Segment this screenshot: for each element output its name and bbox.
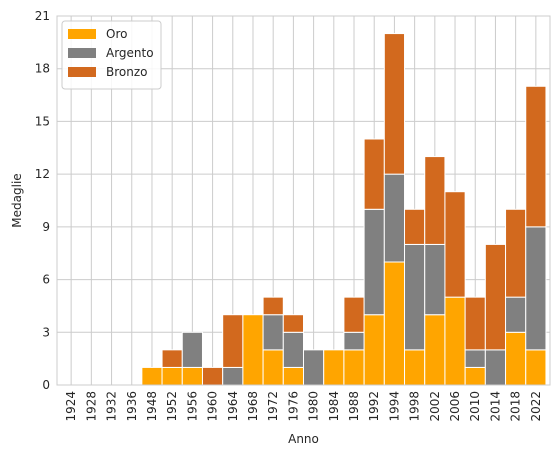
bar-oro-1992 xyxy=(363,314,385,386)
bar-argento-1992 xyxy=(363,208,385,316)
x-tick-label: 2014 xyxy=(488,391,502,422)
x-axis-ticks: 1924 1928 1932 1936 1948 1952 1956 1960 1964 1968… xyxy=(64,391,543,422)
bar-bronzo-2002 xyxy=(424,156,446,245)
y-tick-label: 0 xyxy=(42,378,50,392)
bar-oro-1952 xyxy=(161,366,183,386)
bar-oro-2010 xyxy=(464,366,486,386)
bar-argento-1988 xyxy=(343,331,365,351)
bar-oro-1984 xyxy=(323,349,345,386)
bar-argento-2022 xyxy=(525,226,547,351)
legend: Oro Argento Bronzo xyxy=(61,20,162,90)
bar-bronzo-1964 xyxy=(222,314,244,368)
legend-label-argento: Argento xyxy=(106,46,154,60)
x-tick-label: 1976 xyxy=(286,391,300,422)
x-tick-label: 1952 xyxy=(165,391,179,422)
x-axis-label: Anno xyxy=(288,432,319,446)
y-tick-label: 9 xyxy=(42,220,50,234)
y-tick-label: 21 xyxy=(35,9,50,23)
legend-swatch-oro xyxy=(68,29,96,39)
y-tick-label: 18 xyxy=(35,62,50,76)
bar-oro-1972 xyxy=(262,349,284,386)
bar-bronzo-2006 xyxy=(444,191,466,298)
legend-swatch-argento xyxy=(68,48,96,58)
bar-bronzo-2022 xyxy=(525,85,547,228)
y-axis-label: Medaglie xyxy=(10,173,24,227)
x-tick-label: 1932 xyxy=(105,391,119,422)
bar-bronzo-1994 xyxy=(383,33,406,175)
bar-bronzo-1960 xyxy=(201,366,224,386)
bar-bronzo-2018 xyxy=(505,208,527,298)
x-tick-label: 1992 xyxy=(367,391,381,422)
bar-argento-1972 xyxy=(262,314,284,351)
x-tick-label: 2010 xyxy=(468,391,482,422)
x-tick-label: 2022 xyxy=(529,391,543,422)
bar-oro-2022 xyxy=(525,349,547,386)
y-tick-label: 15 xyxy=(35,114,50,128)
legend-label-bronzo: Bronzo xyxy=(106,65,148,79)
x-tick-label: 1936 xyxy=(125,391,139,422)
bar-bronzo-1988 xyxy=(343,296,365,333)
x-tick-label: 2006 xyxy=(448,391,462,422)
bars xyxy=(141,33,547,386)
x-tick-label: 2018 xyxy=(509,391,523,422)
bar-argento-1976 xyxy=(282,331,304,368)
x-tick-label: 1928 xyxy=(84,391,98,422)
bar-oro-1968 xyxy=(242,314,264,386)
y-axis-ticks: 0 3 6 9 12 15 18 21 xyxy=(35,9,50,392)
bar-bronzo-1972 xyxy=(262,296,284,316)
bar-argento-1980 xyxy=(303,349,325,386)
bar-bronzo-1952 xyxy=(161,349,183,368)
bar-oro-1948 xyxy=(141,366,163,386)
y-tick-label: 3 xyxy=(42,325,50,339)
legend-swatch-bronzo xyxy=(68,67,96,77)
bar-argento-2002 xyxy=(424,243,446,316)
bar-bronzo-1976 xyxy=(282,314,304,333)
bar-argento-1998 xyxy=(404,243,426,351)
bar-argento-2010 xyxy=(464,349,486,368)
x-tick-label: 1924 xyxy=(64,391,78,422)
bar-oro-2002 xyxy=(424,314,446,386)
x-tick-label: 1968 xyxy=(246,391,260,422)
bar-bronzo-2014 xyxy=(484,243,507,351)
bar-argento-2018 xyxy=(505,296,527,333)
bar-bronzo-1992 xyxy=(363,138,385,210)
x-tick-label: 1960 xyxy=(206,391,220,422)
y-tick-label: 12 xyxy=(35,167,50,181)
bar-argento-1956 xyxy=(181,331,203,368)
bar-oro-1994 xyxy=(383,261,406,386)
bar-oro-2018 xyxy=(505,331,527,386)
x-tick-label: 1988 xyxy=(347,391,361,422)
legend-label-oro: Oro xyxy=(106,27,127,41)
bar-oro-1988 xyxy=(343,349,365,386)
x-tick-label: 1964 xyxy=(226,391,240,422)
x-tick-label: 1994 xyxy=(387,391,401,422)
x-tick-label: 1948 xyxy=(145,391,159,422)
x-tick-label: 1956 xyxy=(185,391,199,422)
bar-oro-1998 xyxy=(404,349,426,386)
bar-oro-2006 xyxy=(444,296,466,386)
bar-bronzo-2010 xyxy=(464,296,486,351)
bar-argento-1994 xyxy=(383,173,406,263)
x-tick-label: 1980 xyxy=(307,391,321,422)
bar-oro-1976 xyxy=(282,366,304,386)
x-tick-label: 1984 xyxy=(327,391,341,422)
x-tick-label: 1972 xyxy=(266,391,280,422)
bar-argento-2014 xyxy=(484,349,507,386)
bar-oro-1956 xyxy=(181,366,203,386)
bar-bronzo-1998 xyxy=(404,208,426,245)
x-tick-label: 1998 xyxy=(408,391,422,422)
bar-argento-1964 xyxy=(222,366,244,386)
y-tick-label: 6 xyxy=(42,273,50,287)
plot-frame xyxy=(56,15,551,386)
x-tick-label: 2002 xyxy=(428,391,442,422)
